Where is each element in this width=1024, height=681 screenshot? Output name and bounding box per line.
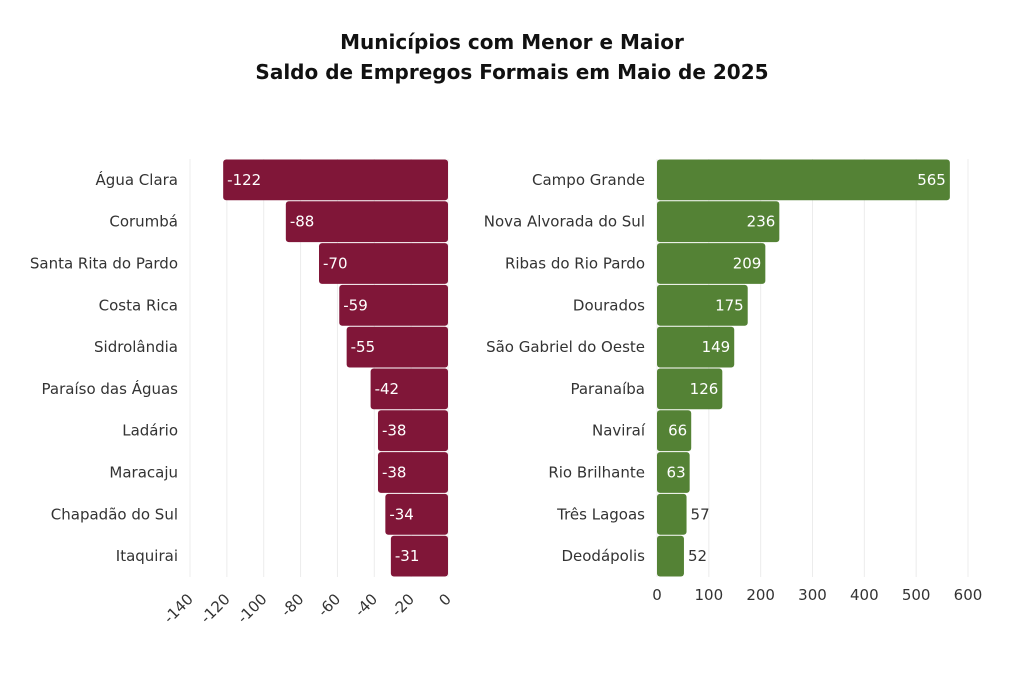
category-label: Paraíso das Águas <box>42 379 179 398</box>
category-label: Ladário <box>122 422 178 440</box>
x-tick-label: 500 <box>902 586 931 604</box>
bar <box>377 410 448 452</box>
x-tick-label: 100 <box>695 586 724 604</box>
data-label: -38 <box>382 422 407 440</box>
bar <box>390 535 448 577</box>
bar <box>339 284 448 326</box>
bar <box>657 535 684 577</box>
bar <box>319 243 448 284</box>
x-tick-label: -140 <box>160 590 197 627</box>
data-label: 52 <box>688 547 707 565</box>
bar <box>377 452 448 493</box>
chart-title: Municípios com Menor e Maior Saldo de Em… <box>0 27 1024 87</box>
category-label: Costa Rica <box>99 296 178 314</box>
x-tick-label: 200 <box>746 586 775 604</box>
data-label: -38 <box>382 464 407 482</box>
x-tick-label: 0 <box>435 590 454 609</box>
x-tick-label: 0 <box>652 586 662 604</box>
x-tick-label: 300 <box>798 586 827 604</box>
bar <box>370 368 448 410</box>
category-label: Corumbá <box>109 213 178 231</box>
data-label: -34 <box>389 505 414 523</box>
data-label: -59 <box>343 296 368 314</box>
data-label: -42 <box>375 380 400 398</box>
category-label: Maracaju <box>109 464 178 482</box>
bar <box>657 159 950 201</box>
data-label: 236 <box>747 213 776 231</box>
data-label: -70 <box>323 255 348 273</box>
category-label: Rio Brilhante <box>548 464 645 482</box>
x-tick-label: 400 <box>850 586 879 604</box>
category-label: São Gabriel do Oeste <box>486 338 645 356</box>
bar <box>223 159 448 201</box>
category-label: Dourados <box>573 296 645 314</box>
x-tick-label: -100 <box>234 590 271 627</box>
data-label: 175 <box>715 296 744 314</box>
bar <box>657 284 748 326</box>
data-label: -55 <box>351 338 376 356</box>
bar <box>657 452 690 493</box>
bar <box>285 201 448 243</box>
bar <box>385 493 448 535</box>
data-label: -88 <box>290 213 315 231</box>
bar <box>657 368 723 410</box>
category-label: Chapadão do Sul <box>51 505 178 523</box>
bar <box>657 243 766 284</box>
category-label: Naviraí <box>592 422 646 440</box>
category-label: Três Lagoas <box>556 505 645 523</box>
data-label: 66 <box>668 422 687 440</box>
bar <box>657 410 692 452</box>
category-label: Itaquirai <box>116 547 178 565</box>
data-label: -122 <box>227 171 261 189</box>
data-label: 149 <box>702 338 731 356</box>
data-label: 57 <box>691 505 710 523</box>
data-label: 63 <box>667 464 686 482</box>
bar <box>657 326 735 368</box>
bar <box>657 493 687 535</box>
title-line-1: Municípios com Menor e Maior <box>340 30 684 54</box>
data-label: 126 <box>690 380 719 398</box>
data-label: 565 <box>917 171 946 189</box>
x-tick-label: 600 <box>954 586 983 604</box>
x-tick-label: -120 <box>197 590 234 627</box>
category-label: Santa Rita do Pardo <box>30 255 178 273</box>
x-tick-label: -40 <box>351 590 381 620</box>
bar <box>657 201 780 243</box>
data-label: 209 <box>733 255 762 273</box>
x-tick-label: -20 <box>388 590 418 620</box>
data-label: -31 <box>395 547 420 565</box>
category-label: Sidrolândia <box>94 338 178 356</box>
category-label: Nova Alvorada do Sul <box>484 213 645 231</box>
x-tick-label: -80 <box>277 590 307 620</box>
category-label: Deodápolis <box>561 547 645 565</box>
category-label: Paranaíba <box>570 380 645 398</box>
x-tick-label: -60 <box>314 590 344 620</box>
category-label: Campo Grande <box>532 171 645 189</box>
bar <box>346 326 448 368</box>
title-line-2: Saldo de Empregos Formais em Maio de 202… <box>255 60 769 84</box>
category-label: Ribas do Rio Pardo <box>505 255 645 273</box>
category-label: Água Clara <box>96 170 178 189</box>
